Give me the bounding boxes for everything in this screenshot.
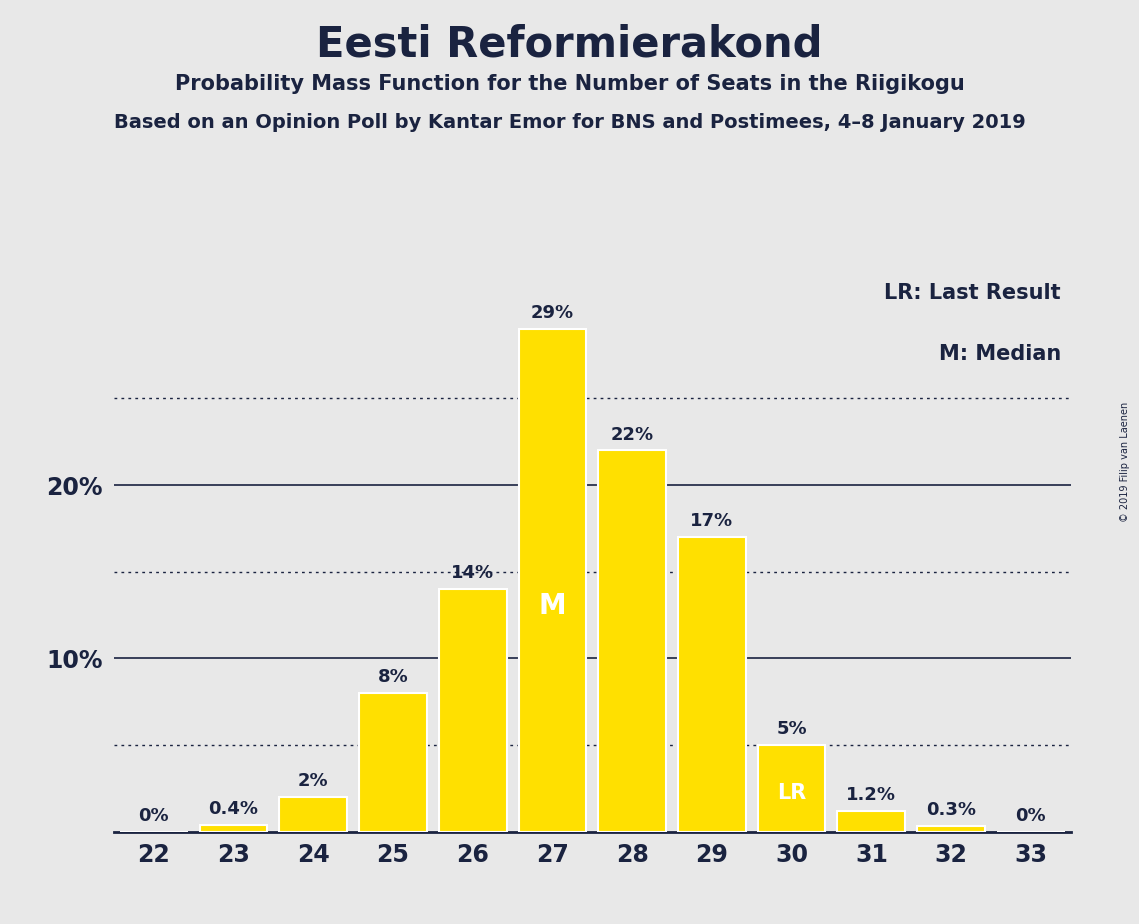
- Bar: [598, 451, 666, 832]
- Bar: [279, 796, 347, 832]
- Text: LR: Last Result: LR: Last Result: [885, 283, 1062, 303]
- Text: Eesti Reformierakond: Eesti Reformierakond: [317, 23, 822, 65]
- Bar: [518, 329, 587, 832]
- Text: 0%: 0%: [139, 807, 169, 824]
- Text: Probability Mass Function for the Number of Seats in the Riigikogu: Probability Mass Function for the Number…: [174, 74, 965, 94]
- Text: 5%: 5%: [777, 720, 806, 738]
- Bar: [837, 811, 906, 832]
- Text: 2%: 2%: [298, 772, 328, 790]
- Text: M: Median: M: Median: [939, 344, 1062, 364]
- Bar: [359, 693, 427, 832]
- Text: M: M: [539, 591, 566, 619]
- Text: 0.4%: 0.4%: [208, 800, 259, 818]
- Bar: [917, 826, 985, 832]
- Bar: [439, 590, 507, 832]
- Text: 1.2%: 1.2%: [846, 786, 896, 804]
- Text: 0.3%: 0.3%: [926, 801, 976, 820]
- Text: Based on an Opinion Poll by Kantar Emor for BNS and Postimees, 4–8 January 2019: Based on an Opinion Poll by Kantar Emor …: [114, 113, 1025, 132]
- Text: 0%: 0%: [1016, 807, 1046, 824]
- Text: 17%: 17%: [690, 512, 734, 530]
- Text: LR: LR: [777, 783, 806, 803]
- Text: © 2019 Filip van Laenen: © 2019 Filip van Laenen: [1120, 402, 1130, 522]
- Bar: [757, 745, 826, 832]
- Text: 8%: 8%: [378, 668, 408, 686]
- Text: 14%: 14%: [451, 565, 494, 582]
- Text: 29%: 29%: [531, 304, 574, 322]
- Bar: [199, 824, 268, 832]
- Bar: [678, 537, 746, 832]
- Text: 22%: 22%: [611, 426, 654, 444]
